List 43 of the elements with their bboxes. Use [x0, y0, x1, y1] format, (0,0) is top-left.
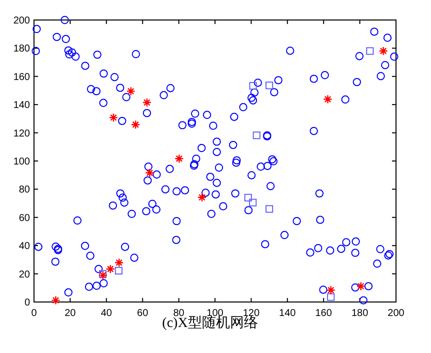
y-tick-label: 140	[13, 100, 30, 112]
point	[197, 192, 207, 202]
point	[51, 296, 60, 305]
point	[356, 282, 366, 291]
point	[366, 47, 374, 55]
x-tick-label: 20	[64, 308, 76, 319]
point	[252, 132, 260, 140]
point	[114, 258, 124, 268]
point	[326, 286, 336, 295]
point	[266, 82, 274, 90]
y-tick-label: 40	[18, 241, 30, 252]
point	[126, 86, 136, 96]
y-tick-label: 20	[18, 269, 30, 280]
x-tick-label: 140	[279, 308, 296, 319]
x-tick-label: 200	[388, 308, 405, 319]
y-tick-label: 0	[24, 298, 30, 308]
x-tick-label: 40	[100, 308, 112, 319]
point	[244, 194, 252, 202]
y-tick-label: 200	[13, 16, 30, 26]
point	[327, 293, 335, 301]
y-tick-label: 60	[18, 212, 30, 224]
point	[323, 94, 332, 104]
y-tick-label: 100	[13, 156, 30, 168]
point	[108, 112, 118, 122]
point	[145, 168, 154, 178]
point	[378, 46, 388, 56]
y-tick-label: 160	[13, 72, 30, 83]
y-tick-label: 180	[13, 44, 30, 55]
y-tick-label: 120	[13, 128, 30, 140]
x-tick-label: 180	[351, 308, 369, 319]
x-tick-label: 80	[173, 308, 185, 319]
point	[142, 98, 152, 108]
point	[266, 205, 274, 213]
point	[249, 82, 257, 90]
y-tick-label: 80	[18, 184, 30, 196]
x-tick-label: 160	[315, 308, 332, 319]
x-tick-label: 0	[31, 308, 38, 319]
point	[114, 266, 123, 274]
point	[174, 154, 184, 164]
x-tick-label: 60	[137, 308, 149, 319]
point	[130, 120, 140, 130]
point	[106, 264, 115, 274]
point	[249, 198, 257, 206]
